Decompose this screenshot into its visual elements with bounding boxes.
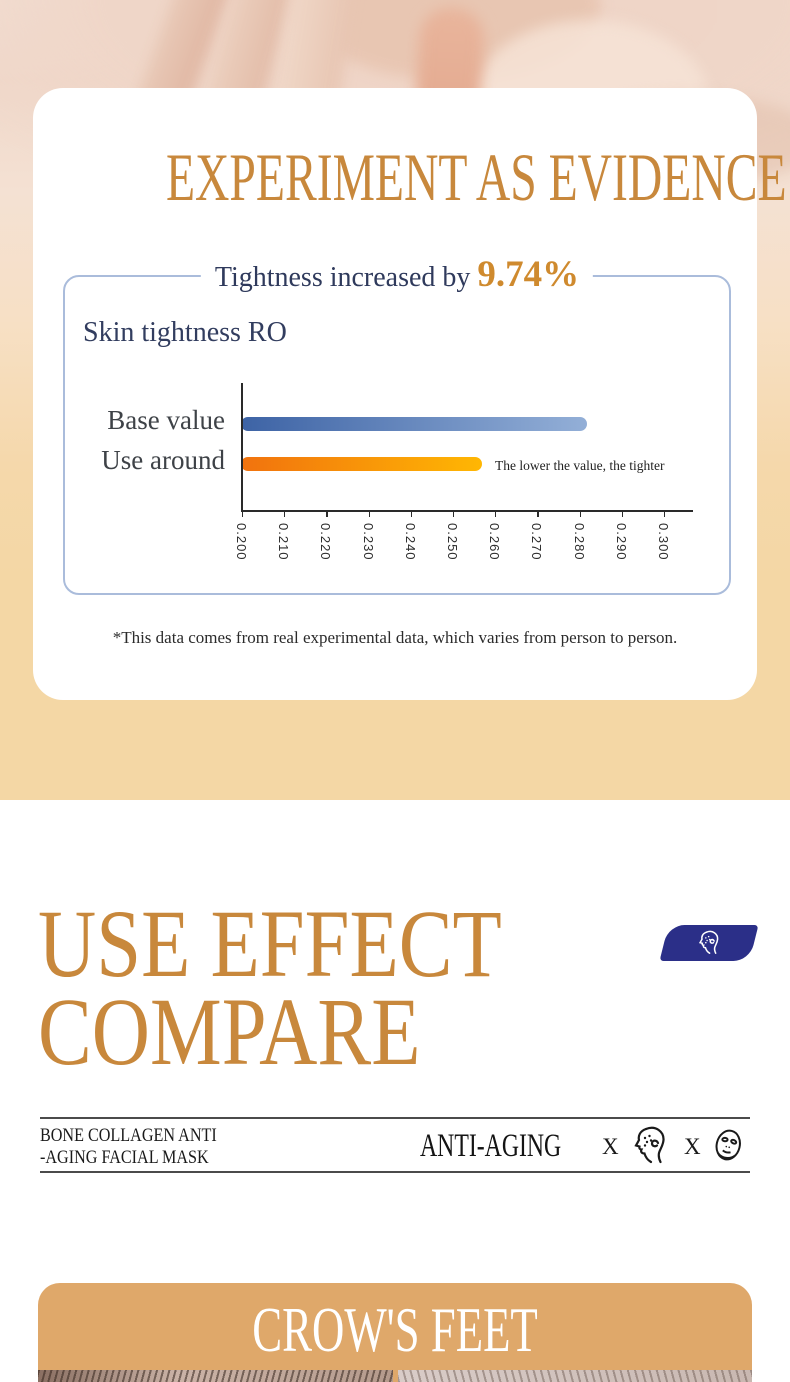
- x-axis-tick-label: 0.300: [656, 523, 671, 561]
- y-axis-line: [241, 383, 243, 511]
- x-axis-tick: [242, 511, 244, 517]
- x-axis-tick-label: 0.270: [529, 523, 545, 561]
- x-axis-tick: [495, 511, 497, 517]
- x-axis-tick-label: 0.200: [234, 523, 249, 561]
- product-name: BONE COLLAGEN ANTI -AGING FACIAL MASK: [40, 1125, 217, 1168]
- x-axis-tick-label: 0.260: [487, 523, 503, 561]
- x-axis-tick: [410, 511, 412, 517]
- use-effect-compare-section: USE EFFECT COMPARE BONE COLLAGEN ANTI -AGI…: [0, 800, 790, 1382]
- x-axis-tick-label: 0.280: [571, 523, 587, 561]
- chart-subtitle: Skin tightness RO: [83, 317, 287, 348]
- chart-title-text: Tightness increased by: [214, 262, 478, 293]
- x-axis-tick-label: 0.210: [276, 523, 292, 561]
- x-axis-tick: [664, 511, 666, 517]
- section-title: EXPERIMENT AS EVIDENCE: [165, 139, 787, 215]
- divider-line: [40, 1171, 750, 1173]
- multiply-sign: X: [684, 1134, 701, 1159]
- evidence-card: EXPERIMENT AS EVIDENCE Tightness increas…: [33, 88, 787, 700]
- multiply-sign: X: [602, 1134, 619, 1159]
- x-axis-tick-label: 0.230: [360, 523, 376, 561]
- anti-aging-badge: [659, 925, 759, 961]
- x-axis-tick: [537, 511, 539, 517]
- chart-title: Tightness increased by 9.74%: [200, 251, 594, 299]
- hero-section: EXPERIMENT AS EVIDENCE Tightness increas…: [0, 0, 790, 800]
- x-axis-line: [241, 510, 693, 512]
- x-axis-tick: [284, 511, 286, 517]
- chart-annotation: The lower the value, the tighter: [495, 458, 665, 473]
- x-axis-tick: [326, 511, 328, 517]
- after-photo: [398, 1370, 752, 1382]
- x-axis-tick-label: 0.240: [402, 523, 418, 561]
- x-axis-tick: [621, 511, 623, 517]
- category-label: ANTI-AGING: [420, 1128, 562, 1164]
- chart-bar: [241, 417, 588, 431]
- chart-title-percent: 9.74%: [477, 254, 580, 295]
- before-photo: [38, 1370, 393, 1382]
- x-axis-tick: [453, 511, 455, 517]
- x-axis-tick: [579, 511, 581, 517]
- x-axis-tick-label: 0.290: [613, 523, 629, 561]
- x-axis-tick-label: 0.250: [445, 523, 460, 561]
- sheet-mask-icon: [715, 1129, 741, 1161]
- divider-line: [40, 1117, 750, 1119]
- bar-label-base-value: Base value: [107, 405, 225, 435]
- x-axis-tick: [368, 511, 370, 517]
- face-profile-icon: [698, 930, 719, 954]
- compare-title: USE EFFECT COMPARE: [38, 890, 502, 1085]
- crows-feet-panel: CROW'S FEET: [38, 1283, 752, 1382]
- face-profile-icon: [634, 1126, 665, 1164]
- data-disclaimer: *This data comes from real experimental …: [112, 628, 678, 647]
- bar-label-use-around: Use around: [101, 445, 225, 475]
- tightness-chart-box: Tightness increased by 9.74% Skin tightn…: [63, 251, 731, 595]
- x-axis-tick-label: 0.220: [318, 523, 334, 561]
- chart-bar: [241, 457, 482, 471]
- panel-title: CROW'S FEET: [252, 1294, 538, 1365]
